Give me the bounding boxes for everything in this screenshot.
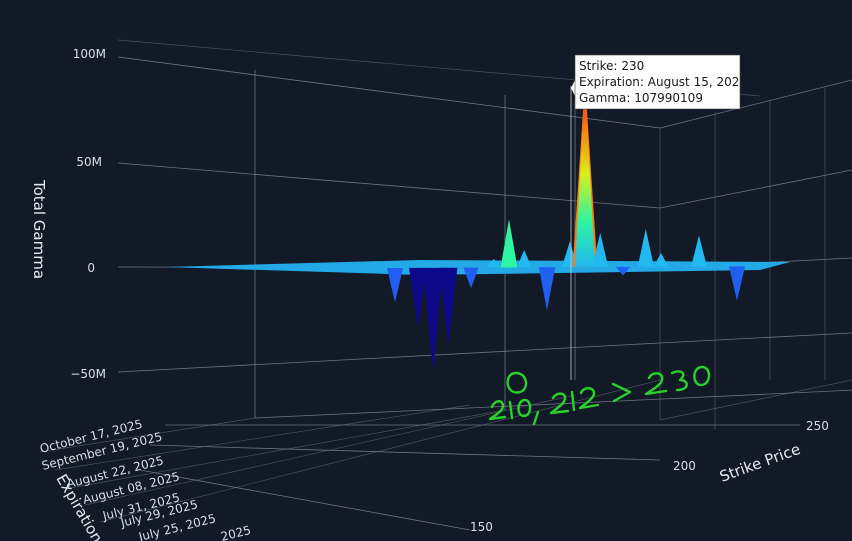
- annot-glyph-0b: [693, 365, 711, 387]
- exp-line-4: [84, 394, 576, 506]
- z-axis-ticks: 100M 50M 0 −50M: [70, 47, 106, 381]
- floor-line-3: [149, 444, 661, 461]
- hover-tooltip: Strike: 230 Expiration: August 15, 2025 …: [570, 54, 747, 380]
- hover-gamma: Gamma: 107990109: [579, 91, 703, 105]
- surface-spike[interactable]: [463, 267, 479, 289]
- strike-tick-250: 250: [806, 419, 829, 433]
- z-tick-100m: 100M: [73, 47, 106, 61]
- annot-glyph-0: [517, 398, 532, 418]
- exp-tick-7: 2025: [219, 523, 252, 541]
- scene-grid: [39, 39, 852, 531]
- surface-spike[interactable]: [592, 232, 609, 267]
- z-axis-title: Total Gamma: [30, 179, 48, 279]
- surface-spike[interactable]: [438, 267, 458, 346]
- strike-axis-ticks: 150 200 250: [470, 419, 829, 534]
- z-tick-0: 0: [87, 261, 95, 275]
- annot-glyph-1b: [570, 390, 576, 412]
- z-gridline-100m: [117, 56, 852, 129]
- surface-spike[interactable]: [409, 267, 427, 329]
- annot-glyph-2c: [578, 387, 600, 410]
- exp-line-2: [54, 404, 471, 471]
- z-tick-50m: 50M: [76, 155, 102, 169]
- surface-spike[interactable]: [615, 266, 631, 276]
- surface-spike[interactable]: [500, 219, 518, 268]
- hover-pointer: [571, 80, 575, 96]
- handwritten-annotation: [488, 365, 711, 426]
- exp-line-5: [99, 379, 661, 523]
- surface-baseline-sheet: [165, 260, 790, 275]
- surface-spike[interactable]: [538, 267, 556, 311]
- hover-box: [574, 54, 741, 110]
- z-gridline-neg50m: [117, 332, 852, 373]
- annot-glyph-1a: [508, 400, 514, 420]
- right-floor-edge: [659, 379, 852, 421]
- surface-spike[interactable]: [653, 252, 669, 267]
- exp-line-3: [69, 409, 506, 489]
- annot-glyph-2d: [644, 372, 668, 396]
- hover-strike: Strike: 230: [579, 59, 644, 73]
- annot-glyph-2b: [549, 392, 570, 415]
- surface-spike[interactable]: [637, 228, 654, 267]
- surface-spike[interactable]: [691, 235, 707, 267]
- exp-line-1: [39, 417, 256, 453]
- z-gridline-50m: [117, 162, 852, 209]
- strike-tick-200: 200: [673, 459, 696, 473]
- gamma-surface[interactable]: [165, 81, 790, 372]
- annotation-circle: [506, 371, 528, 394]
- surface-spike[interactable]: [486, 258, 502, 268]
- surface-spike[interactable]: [516, 250, 532, 268]
- expiration-axis-ticks: October 17, 2025 September 19, 2025 Augu…: [38, 417, 252, 541]
- floor-line-1: [254, 389, 852, 419]
- strike-tick-150: 150: [470, 520, 493, 534]
- annot-greater-than: [611, 382, 632, 403]
- annot-glyph-3: [670, 370, 688, 392]
- strike-axis-title: Strike Price: [717, 440, 803, 486]
- surface-peak[interactable]: [575, 81, 595, 268]
- hover-expiration: Expiration: August 15, 2025: [579, 75, 747, 89]
- surface-spike[interactable]: [387, 268, 403, 303]
- annot-comma: [532, 410, 540, 426]
- z-tick-neg50m: −50M: [70, 367, 106, 381]
- surface-spike[interactable]: [729, 266, 745, 301]
- annot-glyph-2a: [488, 400, 507, 421]
- surface-spike[interactable]: [423, 267, 443, 372]
